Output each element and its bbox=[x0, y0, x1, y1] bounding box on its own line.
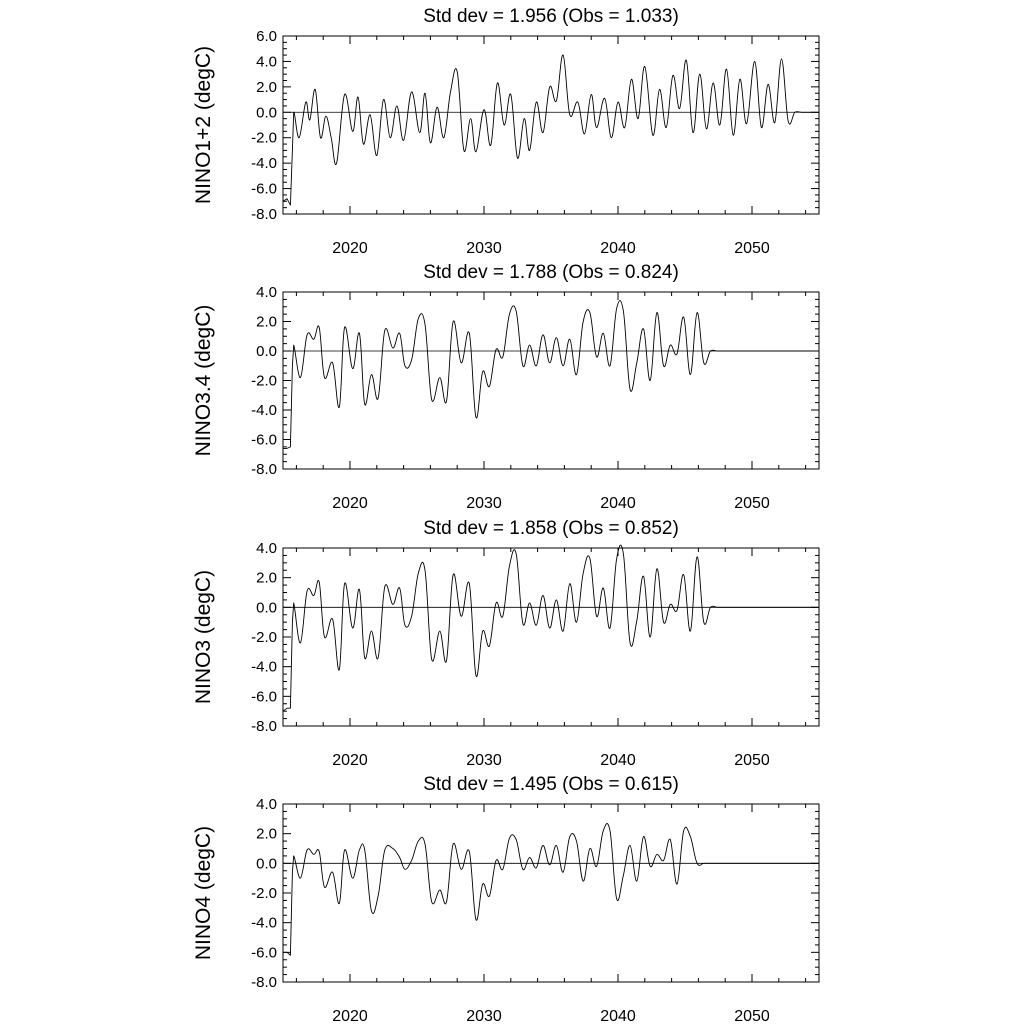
x-tick-label: 2020 bbox=[332, 1008, 368, 1024]
y-tick-label: -4.0 bbox=[251, 402, 277, 419]
y-tick-label: 4.0 bbox=[256, 284, 277, 301]
series-line bbox=[282, 54, 818, 206]
plot-frame bbox=[282, 291, 820, 470]
y-tick-label: -6.0 bbox=[251, 432, 277, 449]
y-tick-label: -6.0 bbox=[251, 944, 277, 961]
y-tick-label: -8.0 bbox=[251, 461, 277, 478]
y-tick-label: -2.0 bbox=[251, 373, 277, 390]
y-tick-label: 6.0 bbox=[256, 28, 277, 45]
y-axis-label: NINO4 (degC) bbox=[192, 826, 215, 960]
y-axis-label: NINO1+2 (degC) bbox=[192, 46, 215, 204]
chart-title: Std dev = 1.788 (Obs = 0.824) bbox=[423, 262, 679, 283]
y-tick-label: 2.0 bbox=[256, 79, 277, 96]
series-line bbox=[283, 823, 818, 956]
y-tick-label: 4.0 bbox=[256, 53, 277, 70]
x-tick-label: 2050 bbox=[734, 752, 770, 769]
plot-frame bbox=[282, 35, 820, 215]
panel-1: Std dev = 1.956 (Obs = 1.033) NINO1+2 (de… bbox=[192, 6, 820, 257]
y-tick-label: -2.0 bbox=[251, 885, 277, 902]
x-tick-label: 2030 bbox=[466, 752, 502, 769]
y-tick-label: -8.0 bbox=[251, 974, 277, 991]
y-tick-label: -2.0 bbox=[251, 130, 277, 147]
x-tick-label: 2020 bbox=[332, 752, 368, 769]
chart-title: Std dev = 1.495 (Obs = 0.615) bbox=[423, 774, 679, 795]
x-tick-label: 2050 bbox=[734, 240, 770, 257]
y-axis-label: NINO3 (degC) bbox=[192, 570, 215, 704]
x-tick-label: 2040 bbox=[600, 1008, 636, 1024]
chart-title: Std dev = 1.956 (Obs = 1.033) bbox=[423, 6, 679, 27]
x-tick-label: 2040 bbox=[600, 752, 636, 769]
x-tick-label: 2020 bbox=[332, 240, 368, 257]
x-tick-label: 2040 bbox=[600, 495, 636, 512]
series-line bbox=[282, 300, 818, 449]
y-tick-label: 2.0 bbox=[256, 826, 277, 843]
y-tick-label: 0.0 bbox=[256, 343, 277, 360]
y-tick-label: -4.0 bbox=[251, 915, 277, 932]
x-tick-label: 2030 bbox=[466, 495, 502, 512]
y-tick-label: 0.0 bbox=[256, 855, 277, 872]
series-line bbox=[282, 544, 818, 712]
y-tick-label: 2.0 bbox=[256, 570, 277, 587]
y-tick-label: 4.0 bbox=[256, 540, 277, 557]
y-tick-label: 0.0 bbox=[256, 599, 277, 616]
x-tick-label: 2040 bbox=[600, 240, 636, 257]
panel-4: Std dev = 1.495 (Obs = 0.615) NINO4 (degC… bbox=[192, 774, 820, 1024]
x-tick-label: 2020 bbox=[332, 495, 368, 512]
y-tick-label: -4.0 bbox=[251, 659, 277, 676]
y-tick-label: -8.0 bbox=[251, 718, 277, 735]
panel-2: Std dev = 1.788 (Obs = 0.824) NINO3.4 (de… bbox=[192, 262, 820, 512]
y-tick-label: -6.0 bbox=[251, 688, 277, 705]
y-tick-label: -6.0 bbox=[251, 181, 277, 198]
x-tick-label: 2030 bbox=[466, 1008, 502, 1024]
y-axis-label: NINO3.4 (degC) bbox=[192, 305, 215, 457]
y-tick-label: -4.0 bbox=[251, 155, 277, 172]
x-tick-label: 2050 bbox=[734, 495, 770, 512]
plot-frame bbox=[282, 547, 820, 727]
y-tick-label: 2.0 bbox=[256, 314, 277, 331]
y-tick-label: 0.0 bbox=[256, 104, 277, 121]
plot-frame bbox=[282, 803, 820, 983]
y-tick-label: -8.0 bbox=[251, 206, 277, 223]
y-tick-label: -2.0 bbox=[251, 629, 277, 646]
chart-title: Std dev = 1.858 (Obs = 0.852) bbox=[423, 518, 679, 539]
y-tick-label: 4.0 bbox=[256, 796, 277, 813]
x-tick-label: 2050 bbox=[734, 1008, 770, 1024]
x-tick-label: 2030 bbox=[466, 240, 502, 257]
panel-3: Std dev = 1.858 (Obs = 0.852) NINO3 (degC… bbox=[192, 518, 820, 769]
